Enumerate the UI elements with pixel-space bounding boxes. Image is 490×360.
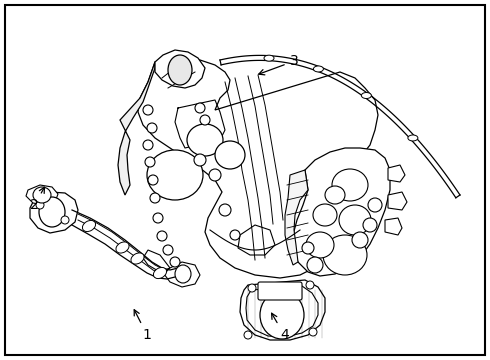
Ellipse shape xyxy=(260,291,304,339)
Ellipse shape xyxy=(148,175,158,185)
Ellipse shape xyxy=(307,257,323,273)
Ellipse shape xyxy=(352,232,368,248)
Ellipse shape xyxy=(363,218,377,232)
Ellipse shape xyxy=(323,235,367,275)
Ellipse shape xyxy=(368,198,382,212)
Ellipse shape xyxy=(309,328,317,336)
Polygon shape xyxy=(155,50,205,88)
Ellipse shape xyxy=(230,230,240,240)
Ellipse shape xyxy=(145,157,155,167)
Ellipse shape xyxy=(61,216,69,224)
Polygon shape xyxy=(238,225,275,255)
Ellipse shape xyxy=(215,141,245,169)
Ellipse shape xyxy=(36,201,44,209)
Text: 1: 1 xyxy=(134,310,151,342)
Polygon shape xyxy=(30,192,78,233)
Ellipse shape xyxy=(82,220,96,231)
Ellipse shape xyxy=(306,281,314,289)
Ellipse shape xyxy=(116,242,129,253)
Polygon shape xyxy=(388,192,407,210)
Polygon shape xyxy=(26,185,58,205)
Ellipse shape xyxy=(314,66,323,72)
Ellipse shape xyxy=(168,55,192,85)
Text: 4: 4 xyxy=(271,313,289,342)
Ellipse shape xyxy=(150,193,160,203)
Ellipse shape xyxy=(153,267,167,279)
Polygon shape xyxy=(164,262,200,287)
Ellipse shape xyxy=(147,150,203,200)
Ellipse shape xyxy=(332,169,368,201)
Polygon shape xyxy=(388,165,405,182)
Polygon shape xyxy=(285,170,308,265)
Ellipse shape xyxy=(325,186,345,204)
Ellipse shape xyxy=(157,231,167,241)
Ellipse shape xyxy=(264,55,274,61)
Polygon shape xyxy=(143,250,170,272)
Ellipse shape xyxy=(131,253,144,264)
Ellipse shape xyxy=(143,105,153,115)
Ellipse shape xyxy=(302,242,314,254)
Ellipse shape xyxy=(170,257,180,267)
Ellipse shape xyxy=(175,265,191,283)
Ellipse shape xyxy=(209,169,221,181)
Ellipse shape xyxy=(195,103,205,113)
Ellipse shape xyxy=(313,204,337,226)
Ellipse shape xyxy=(248,284,256,292)
Text: 3: 3 xyxy=(259,54,298,75)
Ellipse shape xyxy=(39,197,65,227)
Ellipse shape xyxy=(219,204,231,216)
Ellipse shape xyxy=(147,123,157,133)
Ellipse shape xyxy=(187,124,223,156)
Polygon shape xyxy=(138,58,378,278)
Ellipse shape xyxy=(244,331,252,339)
Polygon shape xyxy=(385,218,402,235)
Ellipse shape xyxy=(33,187,51,203)
Ellipse shape xyxy=(408,135,418,141)
Ellipse shape xyxy=(194,154,206,166)
Ellipse shape xyxy=(200,115,210,125)
Ellipse shape xyxy=(339,205,371,235)
Polygon shape xyxy=(293,148,390,276)
Ellipse shape xyxy=(306,232,334,258)
Polygon shape xyxy=(240,280,325,340)
Ellipse shape xyxy=(163,245,173,255)
Text: 2: 2 xyxy=(30,187,45,212)
Ellipse shape xyxy=(143,140,153,150)
Ellipse shape xyxy=(153,213,163,223)
FancyBboxPatch shape xyxy=(258,282,302,300)
Polygon shape xyxy=(118,62,155,195)
Ellipse shape xyxy=(361,93,371,99)
